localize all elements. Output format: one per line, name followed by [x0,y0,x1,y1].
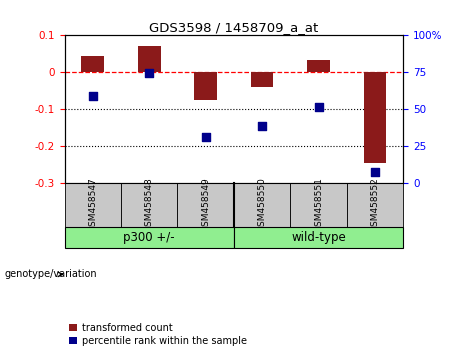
Point [89,93,96,99]
Point [202,134,209,139]
Bar [195,72,217,100]
Bar [307,60,330,72]
Bar [234,183,290,227]
Text: genotype/variation: genotype/variation [5,269,97,279]
Bar [82,56,104,72]
Text: GSM458548: GSM458548 [145,178,154,232]
Title: GDS3598 / 1458709_a_at: GDS3598 / 1458709_a_at [149,21,319,34]
Text: GSM458550: GSM458550 [258,178,267,233]
Text: GSM458549: GSM458549 [201,178,210,232]
Text: p300 +/-: p300 +/- [124,231,175,244]
Legend: transformed count, percentile rank within the sample: transformed count, percentile rank withi… [70,323,247,346]
Point [146,70,153,76]
Bar [234,227,403,248]
Point [259,123,266,129]
Bar [347,183,403,227]
Text: wild-type: wild-type [291,231,346,244]
Point [315,104,322,110]
Bar [65,227,234,248]
Bar [65,183,121,227]
Bar [177,183,234,227]
Point [372,169,379,175]
Text: GSM458547: GSM458547 [88,178,97,232]
Bar [251,72,273,87]
Text: GSM458551: GSM458551 [314,178,323,233]
Text: GSM458552: GSM458552 [371,178,380,232]
Bar [364,72,386,162]
Bar [138,46,160,72]
Bar [290,183,347,227]
Bar [121,183,177,227]
